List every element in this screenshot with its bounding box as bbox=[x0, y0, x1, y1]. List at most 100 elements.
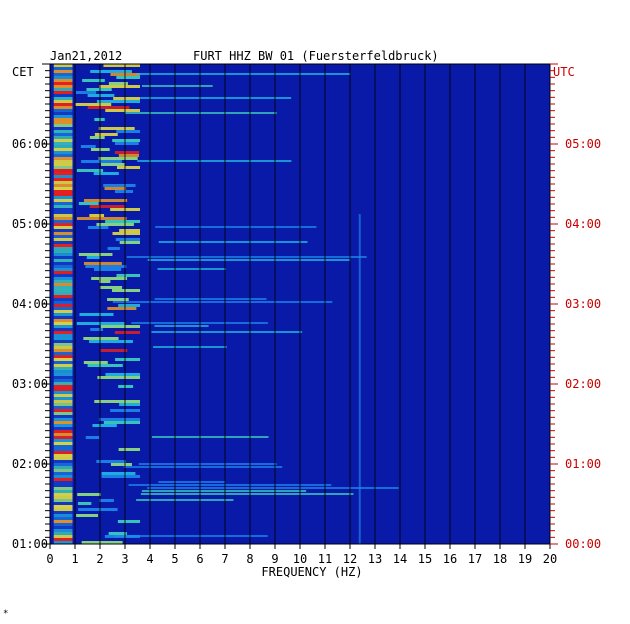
energy-cell bbox=[99, 286, 123, 289]
energy-cell bbox=[53, 265, 73, 268]
energy-cell bbox=[76, 322, 125, 325]
energy-cell bbox=[53, 319, 73, 322]
energy-cell bbox=[53, 391, 73, 394]
energy-cell bbox=[53, 436, 73, 439]
energy-cell bbox=[53, 127, 73, 130]
energy-cell bbox=[53, 220, 73, 223]
energy-cell bbox=[108, 82, 128, 85]
energy-cell bbox=[87, 94, 115, 97]
x-tick-label: 15 bbox=[418, 552, 432, 566]
energy-cell bbox=[53, 97, 73, 100]
energy-cell bbox=[53, 361, 73, 364]
energy-cell bbox=[53, 469, 73, 472]
energy-cell bbox=[114, 190, 134, 193]
energy-cell bbox=[53, 223, 73, 226]
energy-cell bbox=[53, 190, 73, 193]
energy-cell bbox=[53, 244, 73, 247]
energy-cell bbox=[89, 136, 105, 139]
y-tick-label-right: 05:00 bbox=[565, 137, 601, 151]
energy-cell bbox=[124, 112, 277, 114]
energy-cell bbox=[154, 325, 209, 327]
energy-cell bbox=[53, 139, 73, 142]
energy-cell bbox=[83, 199, 128, 202]
energy-cell bbox=[53, 487, 73, 490]
energy-cell bbox=[118, 385, 134, 388]
energy-cell bbox=[53, 517, 73, 520]
x-tick-label: 20 bbox=[543, 552, 557, 566]
energy-cell bbox=[53, 502, 73, 505]
energy-cell bbox=[94, 400, 140, 403]
energy-cell bbox=[53, 217, 73, 220]
energy-cell bbox=[85, 265, 127, 268]
x-tick-label: 18 bbox=[493, 552, 507, 566]
energy-cell bbox=[53, 91, 73, 94]
energy-cell bbox=[53, 280, 73, 283]
energy-cell bbox=[82, 79, 105, 82]
energy-cell bbox=[53, 418, 73, 421]
energy-cell bbox=[53, 259, 73, 262]
energy-cell bbox=[89, 340, 133, 343]
energy-cell bbox=[87, 364, 123, 367]
energy-cell bbox=[115, 358, 140, 361]
energy-cell bbox=[141, 85, 213, 87]
energy-cell bbox=[53, 460, 73, 463]
energy-cell bbox=[53, 85, 73, 88]
energy-cell bbox=[53, 247, 73, 250]
energy-cell bbox=[98, 418, 140, 421]
energy-cell bbox=[136, 73, 351, 75]
y-tick-label-left: 03:00 bbox=[12, 377, 48, 391]
energy-cell bbox=[53, 151, 73, 154]
energy-cell bbox=[53, 187, 73, 190]
energy-cell bbox=[114, 535, 268, 537]
energy-cell bbox=[104, 187, 127, 190]
energy-cell bbox=[81, 541, 123, 544]
y-tick-label-right: 00:00 bbox=[565, 537, 601, 551]
energy-cell bbox=[105, 220, 140, 223]
energy-cell bbox=[53, 124, 73, 127]
energy-cell bbox=[53, 442, 73, 445]
energy-cell bbox=[53, 154, 73, 157]
energy-cell bbox=[53, 340, 73, 343]
energy-cell bbox=[78, 253, 113, 256]
energy-cell bbox=[112, 139, 140, 142]
energy-cell bbox=[53, 298, 73, 301]
energy-cell bbox=[53, 538, 73, 541]
energy-cell bbox=[89, 214, 105, 217]
energy-cell bbox=[53, 439, 73, 442]
energy-cell bbox=[94, 133, 118, 136]
energy-cell bbox=[53, 373, 73, 376]
footnote: * bbox=[3, 609, 8, 619]
energy-cell bbox=[53, 499, 73, 502]
energy-cell bbox=[116, 130, 140, 133]
x-tick-label: 6 bbox=[196, 552, 203, 566]
energy-cell bbox=[140, 493, 354, 495]
energy-cell bbox=[53, 133, 73, 136]
energy-cell bbox=[53, 397, 73, 400]
energy-cell bbox=[114, 331, 140, 334]
energy-cell bbox=[101, 472, 136, 475]
energy-cell bbox=[53, 421, 73, 424]
energy-cell bbox=[53, 286, 73, 289]
energy-cell bbox=[83, 361, 108, 364]
energy-cell bbox=[53, 289, 73, 292]
energy-cell bbox=[96, 460, 127, 463]
energy-cell bbox=[116, 76, 140, 79]
energy-cell bbox=[53, 490, 73, 493]
energy-cell bbox=[53, 379, 73, 382]
energy-cell bbox=[53, 256, 73, 259]
energy-cell bbox=[138, 463, 277, 465]
energy-cell bbox=[76, 91, 97, 94]
y-tick-label-left: 01:00 bbox=[12, 537, 48, 551]
energy-cell bbox=[53, 112, 73, 115]
energy-cell bbox=[53, 322, 73, 325]
energy-cell bbox=[158, 241, 308, 243]
energy-cell bbox=[53, 70, 73, 73]
energy-cell bbox=[96, 100, 140, 103]
energy-cell bbox=[53, 454, 73, 457]
energy-cell bbox=[53, 274, 73, 277]
energy-cell bbox=[91, 277, 128, 280]
energy-cell bbox=[53, 520, 73, 523]
energy-cell bbox=[99, 280, 111, 283]
energy-cell bbox=[113, 97, 140, 100]
y-tick-label-left: 04:00 bbox=[12, 297, 48, 311]
